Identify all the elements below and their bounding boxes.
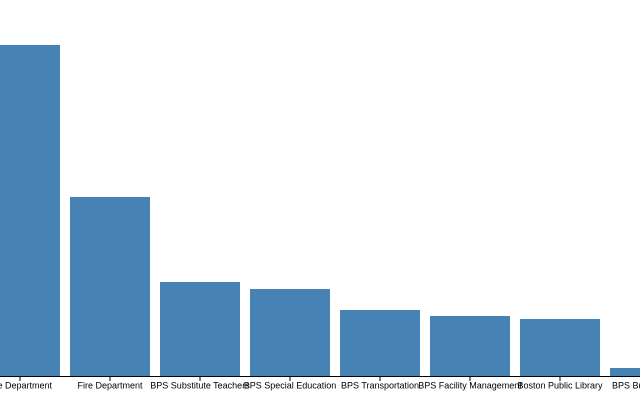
x-tick-label: BPS Bu xyxy=(612,380,640,390)
bar xyxy=(160,282,240,376)
bar xyxy=(70,197,150,376)
bar xyxy=(0,45,60,376)
x-tick-label: BPS Facility Management xyxy=(418,380,522,390)
bar xyxy=(250,289,330,376)
bar xyxy=(520,319,600,376)
x-tick-label: BPS Substitute Teachers xyxy=(150,380,250,390)
x-tick-label: Boston Public Library xyxy=(517,380,603,390)
bar xyxy=(610,368,640,376)
bar xyxy=(340,310,420,376)
x-tick-label: Fire Department xyxy=(77,380,143,390)
x-tick-label: BPS Special Education xyxy=(244,380,337,390)
bar xyxy=(430,316,510,376)
x-tick-label: ce Department xyxy=(0,380,52,390)
x-tick-label: BPS Transportation xyxy=(341,380,419,390)
